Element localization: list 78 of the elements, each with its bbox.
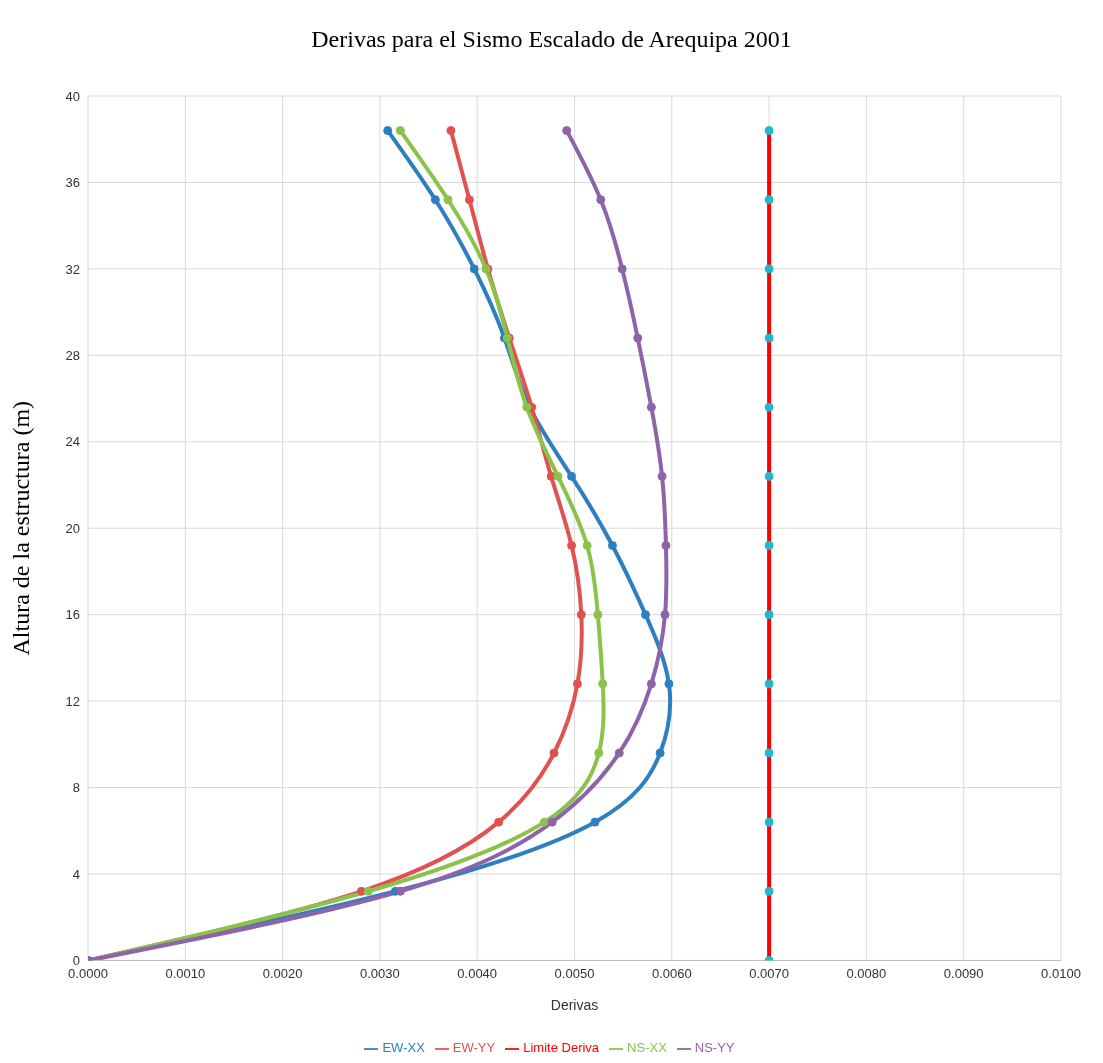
legend-label: EW-YY <box>452 1040 496 1056</box>
point <box>494 817 504 827</box>
point <box>446 126 456 136</box>
point <box>641 610 651 620</box>
point <box>764 264 774 274</box>
point <box>553 471 563 481</box>
point <box>764 195 774 205</box>
point <box>430 195 440 205</box>
point <box>596 195 606 205</box>
point <box>646 679 656 689</box>
point <box>633 333 643 343</box>
legend-label: NS-XX <box>627 1040 667 1056</box>
y-tick-label: 4 <box>72 866 80 882</box>
point <box>660 610 670 620</box>
y-tick-label: 36 <box>65 175 80 191</box>
y-tick-label: 16 <box>65 607 80 623</box>
point <box>764 679 774 689</box>
point <box>443 195 453 205</box>
point <box>383 126 393 136</box>
point <box>464 195 474 205</box>
point <box>764 402 774 412</box>
point <box>572 679 582 689</box>
legend-label: EW-XX <box>382 1040 425 1056</box>
point <box>598 679 608 689</box>
x-tick-label: 0.0050 <box>554 965 595 981</box>
point <box>539 817 549 827</box>
y-axis-title: Altura de la estructura (m) <box>7 400 34 656</box>
point <box>764 126 774 136</box>
point <box>764 333 774 343</box>
point <box>646 402 656 412</box>
point <box>549 748 559 758</box>
x-tick-label: 0.0040 <box>457 965 498 981</box>
x-tick-label: 0.0100 <box>1041 965 1081 981</box>
x-tick-label: 0.0020 <box>262 965 303 981</box>
x-tick-label: 0.0010 <box>165 965 206 981</box>
point <box>567 471 577 481</box>
y-tick-label: 32 <box>65 261 80 277</box>
point <box>764 886 774 896</box>
point <box>764 471 774 481</box>
point <box>576 610 586 620</box>
legend-label: Limite Deriva <box>523 1040 600 1056</box>
point <box>664 679 674 689</box>
point <box>657 471 667 481</box>
point <box>590 817 600 827</box>
point <box>607 541 617 551</box>
x-tick-label: 0.0070 <box>749 965 789 981</box>
chart-title: Derivas para el Sismo Escalado de Arequipa 2001 <box>310 25 793 54</box>
point <box>395 126 405 136</box>
point <box>363 886 373 896</box>
point <box>567 541 577 551</box>
point <box>582 541 592 551</box>
point <box>764 748 774 758</box>
x-axis-title: Derivas <box>550 997 599 1014</box>
point <box>594 748 604 758</box>
x-tick-label: 0.0030 <box>360 965 400 981</box>
y-tick-label: 8 <box>72 780 80 796</box>
point <box>593 610 603 620</box>
point <box>764 610 774 620</box>
y-tick-label: 28 <box>65 347 80 363</box>
legend-label: NS-YY <box>694 1040 735 1056</box>
point <box>469 264 479 274</box>
x-tick-label: 0.0060 <box>651 965 692 981</box>
point <box>764 541 774 551</box>
point <box>562 126 572 136</box>
x-tick-label: 0.0080 <box>846 965 887 981</box>
x-tick-label: 0.0090 <box>943 965 984 981</box>
y-tick-label: 24 <box>65 434 80 450</box>
point <box>395 886 405 896</box>
y-tick-label: 12 <box>65 693 80 709</box>
point <box>547 817 557 827</box>
point <box>661 541 671 551</box>
point <box>764 817 774 827</box>
point <box>617 264 627 274</box>
y-tick-label: 40 <box>65 88 80 104</box>
point <box>356 886 366 896</box>
y-tick-label: 20 <box>65 520 80 536</box>
point <box>614 748 624 758</box>
point <box>655 748 665 758</box>
